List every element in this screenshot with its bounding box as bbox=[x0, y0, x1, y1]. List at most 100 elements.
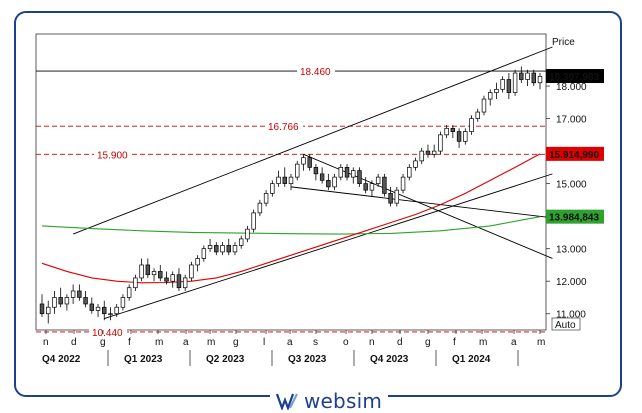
candle-body bbox=[189, 264, 194, 279]
candle-body bbox=[438, 134, 443, 152]
y-tick-label: 17.000 bbox=[556, 115, 587, 126]
candle-body bbox=[139, 264, 144, 279]
level-label: 10.440 bbox=[92, 328, 123, 339]
candle-body bbox=[263, 193, 269, 204]
price-tag-bg bbox=[546, 209, 604, 224]
level-label-bg bbox=[94, 148, 132, 161]
price-tag-label: 13.984,843 bbox=[549, 213, 599, 224]
x-month-label: a bbox=[511, 337, 517, 348]
candle-body bbox=[232, 245, 238, 253]
moving-average-green bbox=[41, 216, 541, 235]
price-tag-bg bbox=[546, 69, 604, 84]
candle-body bbox=[226, 245, 231, 253]
candle-body bbox=[357, 170, 362, 184]
candle-body bbox=[351, 170, 356, 178]
auto-scale-box[interactable] bbox=[551, 317, 581, 331]
candle-body bbox=[494, 88, 499, 93]
candle-body bbox=[338, 167, 344, 178]
candle-body bbox=[394, 189, 400, 204]
candle-body bbox=[176, 274, 182, 289]
x-month-label: m bbox=[537, 337, 545, 348]
x-month-label: a bbox=[287, 337, 293, 348]
candle-body bbox=[407, 167, 412, 178]
candle-body bbox=[95, 306, 101, 311]
candle-body bbox=[102, 306, 107, 315]
websim-logo: websim bbox=[270, 389, 389, 413]
candle-body bbox=[151, 271, 157, 276]
candle-body bbox=[425, 150, 431, 155]
candle-body bbox=[506, 79, 512, 93]
y-tick-label: 12.000 bbox=[556, 277, 587, 288]
price-tag-bg bbox=[546, 146, 604, 161]
candle-body bbox=[375, 176, 381, 184]
candle-body bbox=[319, 173, 325, 181]
candle-body bbox=[444, 127, 449, 136]
candle-body bbox=[182, 277, 188, 289]
candle-body bbox=[46, 306, 51, 315]
candle-body bbox=[251, 212, 256, 230]
candle-body bbox=[313, 167, 319, 175]
candle-body bbox=[344, 167, 350, 178]
candle-body bbox=[537, 75, 543, 84]
candle-body bbox=[282, 176, 287, 184]
x-month-label: f bbox=[128, 337, 131, 348]
candle-body bbox=[70, 290, 76, 298]
candle-body bbox=[419, 150, 424, 162]
candle-body bbox=[108, 313, 113, 316]
candle-body bbox=[382, 176, 387, 194]
x-month-label: d bbox=[397, 337, 403, 348]
candle-body bbox=[133, 277, 138, 289]
candle-body bbox=[456, 131, 462, 142]
candle-body bbox=[207, 245, 213, 250]
candle-body bbox=[307, 157, 312, 168]
x-month-label: m bbox=[155, 337, 163, 348]
level-label-bg bbox=[265, 120, 303, 133]
candle-body bbox=[120, 297, 126, 308]
candle-body bbox=[469, 118, 474, 132]
candle-body bbox=[413, 160, 418, 168]
candle-body bbox=[214, 245, 219, 253]
candle-body bbox=[326, 180, 331, 188]
candle-body bbox=[519, 72, 524, 80]
x-quarter-label: Q1 2023 bbox=[124, 354, 163, 365]
candle-body bbox=[276, 176, 281, 184]
x-month-label: a bbox=[183, 337, 189, 348]
candle-body bbox=[475, 111, 480, 119]
level-label-bg bbox=[89, 325, 127, 338]
price-tag-label: 15.914,990 bbox=[549, 150, 599, 161]
candle-body bbox=[525, 72, 530, 80]
level-label: 16.766 bbox=[268, 122, 299, 133]
candle-body bbox=[77, 290, 82, 298]
candle-body bbox=[369, 183, 375, 191]
x-month-label: d bbox=[71, 337, 77, 348]
level-label: 18.460 bbox=[300, 67, 331, 78]
candle-body bbox=[450, 127, 456, 132]
trendline bbox=[104, 173, 553, 320]
moving-average-red bbox=[41, 153, 541, 284]
candle-body bbox=[145, 264, 151, 276]
x-month-label: g bbox=[100, 337, 106, 348]
x-month-label: f bbox=[453, 337, 456, 348]
candle-body bbox=[431, 150, 437, 155]
x-month-label: n bbox=[369, 337, 375, 348]
candle-body bbox=[288, 176, 294, 184]
level-label: 15.900 bbox=[97, 150, 128, 161]
candle-body bbox=[500, 79, 505, 90]
candle-body bbox=[39, 303, 45, 315]
x-quarter-label: Q4 2022 bbox=[42, 354, 81, 365]
x-quarter-label: Q4 2023 bbox=[370, 354, 409, 365]
candle-body bbox=[512, 72, 518, 93]
x-month-label: l bbox=[263, 337, 265, 348]
candle-body bbox=[270, 183, 275, 194]
candle-body bbox=[363, 183, 368, 191]
y-tick-label: 13.000 bbox=[556, 245, 587, 256]
trendline bbox=[72, 46, 553, 235]
x-month-label: n bbox=[43, 337, 49, 348]
y-tick-label: 18.000 bbox=[556, 82, 587, 93]
auto-scale-label[interactable]: Auto bbox=[555, 320, 576, 331]
x-month-label: m bbox=[479, 337, 487, 348]
candle-body bbox=[400, 176, 406, 191]
candle-body bbox=[114, 306, 119, 315]
candle-body bbox=[52, 297, 57, 308]
x-month-label: g bbox=[425, 337, 431, 348]
